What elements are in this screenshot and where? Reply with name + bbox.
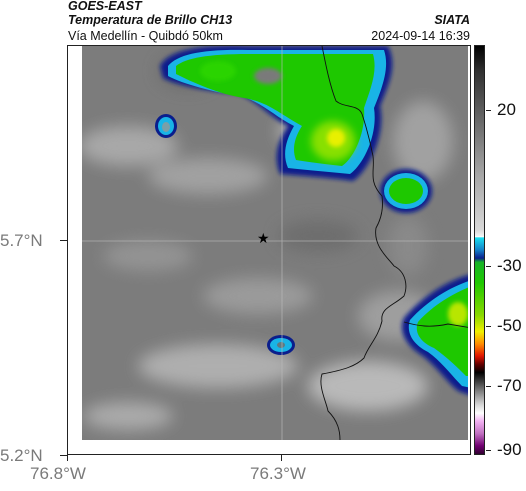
map-image: [68, 46, 470, 454]
convective-cell-bottom-right: [402, 274, 470, 396]
lat-label-1: 5.7°N: [0, 231, 43, 250]
colorbar-tick-m50: [486, 326, 491, 327]
colorbar-tick-m90: [486, 450, 491, 451]
convective-cell-right: [380, 169, 432, 213]
source-label: SIATA: [434, 13, 470, 27]
colorbar-label: -50: [497, 316, 522, 335]
satellite-name: GOES-EAST: [68, 0, 142, 13]
lat-tick-2: [60, 455, 67, 456]
colorbar-label: 20: [497, 100, 516, 119]
colorbar-label: -30: [497, 256, 522, 275]
lat-label-2: 5.2°N: [0, 446, 43, 465]
department-border: [320, 46, 407, 441]
region-label: Vía Medellín - Quibdó 50km: [68, 29, 223, 43]
colorbar-tick-m70: [486, 386, 491, 387]
satellite-map[interactable]: ★: [67, 45, 471, 455]
colorbar-label: -70: [497, 376, 522, 395]
graticule: [68, 46, 470, 454]
lon-tick-2: [281, 455, 282, 461]
lon-label-1: 76.8°W: [30, 464, 86, 483]
datetime-label: 2024-09-14 16:39: [371, 29, 470, 43]
colorbar-tick-20: [486, 110, 491, 111]
lon-label-2: 76.3°W: [250, 464, 306, 483]
colorbar-label: -90: [497, 440, 522, 459]
colorbar: [474, 45, 485, 455]
lon-tick-1: [67, 455, 68, 461]
convective-cloud-top: [160, 46, 393, 181]
star-icon: ★: [257, 231, 270, 247]
product-title: Temperatura de Brillo CH13: [68, 13, 233, 27]
lat-tick-1: [60, 240, 67, 241]
convective-cell-small: [155, 114, 295, 355]
colorbar-tick-m30: [486, 266, 491, 267]
